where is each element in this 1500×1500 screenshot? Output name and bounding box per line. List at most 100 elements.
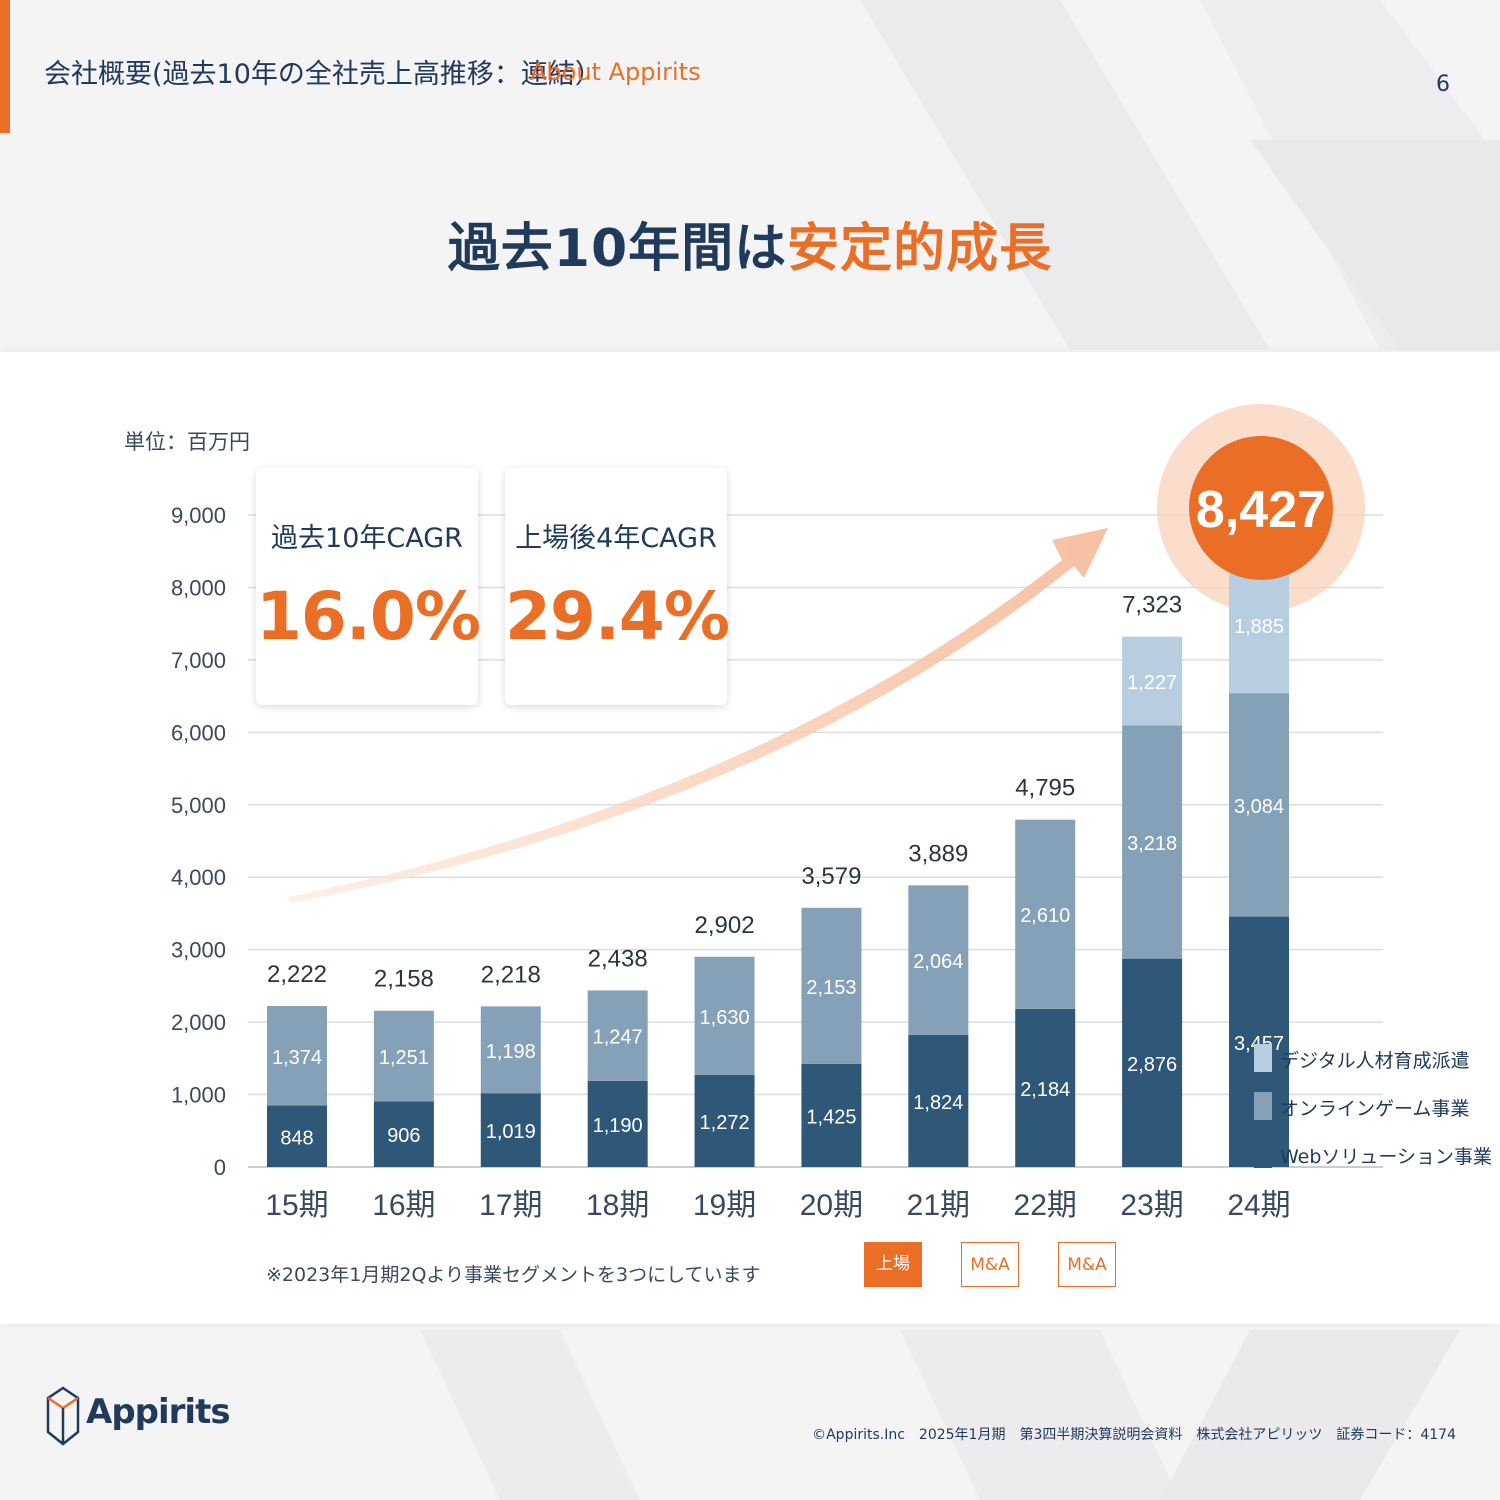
- tag-ma-23: M&A: [1058, 1242, 1116, 1287]
- headline: 過去10年間は安定的成長: [0, 206, 1500, 281]
- bar-segment: [1229, 916, 1289, 1167]
- bar-segment: [908, 1034, 969, 1167]
- total-label: 8,427: [1196, 481, 1326, 539]
- kpi-card-10yr-cagr: 過去10年CAGR 16.0%: [256, 468, 481, 705]
- total-label: 4,795: [1015, 775, 1075, 802]
- headline-part-2: 安定的成長: [787, 219, 1053, 279]
- y-tick-label: 3,000: [171, 938, 226, 963]
- total-label: 2,438: [588, 945, 648, 972]
- segment-value-label: 3,084: [1234, 796, 1284, 818]
- bar-segment: [1229, 693, 1289, 917]
- segment-value-label: 1,227: [1127, 672, 1177, 694]
- y-tick-label: 5,000: [171, 793, 226, 818]
- segment-note: ※2023年1月期2Qより事業セグメントを3つにしています: [266, 1264, 761, 1286]
- x-tick-label: 18期: [586, 1189, 649, 1222]
- legend-label: Webソリューション事業: [1280, 1146, 1493, 1168]
- segment-value-label: 906: [387, 1125, 420, 1147]
- header-accent-bar: [0, 0, 10, 133]
- bar-segment: [908, 885, 969, 1035]
- y-tick-label: 4,000: [171, 865, 226, 890]
- x-tick-label: 19期: [693, 1189, 756, 1222]
- x-tick-label: 15期: [265, 1189, 328, 1222]
- headline-part-1: 過去10年間は: [447, 219, 788, 279]
- bar-segment: [587, 1080, 648, 1167]
- total-label: 2,218: [481, 961, 541, 988]
- bar-segment: [1015, 819, 1076, 1009]
- bar-segment: [480, 1093, 541, 1167]
- bar-segment: [267, 1006, 327, 1106]
- y-tick-label: 1,000: [171, 1083, 226, 1108]
- segment-value-label: 1,198: [486, 1041, 536, 1063]
- segment-value-label: 1,630: [700, 1007, 750, 1029]
- segment-value-label: 1,824: [913, 1092, 963, 1114]
- page-number: 6: [1436, 72, 1450, 97]
- total-label: 7,323: [1122, 592, 1182, 619]
- bar-segment: [267, 1105, 327, 1167]
- x-tick-label: 21期: [907, 1189, 970, 1222]
- segment-value-label: 1,374: [272, 1047, 322, 1069]
- bar-segment: [1122, 725, 1183, 959]
- bar-segment: [587, 990, 648, 1081]
- header-subtitle: About Appirits: [530, 58, 701, 86]
- kpi-value: 16.0%: [256, 578, 481, 655]
- header-title: 会社概要(過去10年の全社売上高推移：連結）: [44, 59, 602, 90]
- segment-value-label: 1,272: [700, 1112, 750, 1134]
- bar-segment: [694, 1074, 755, 1167]
- total-label: 3,889: [908, 840, 968, 867]
- total-label: 3,579: [801, 863, 861, 890]
- bar-segment: [1122, 636, 1183, 726]
- unit-label: 単位：百万円: [124, 430, 250, 454]
- y-tick-label: 0: [214, 1155, 226, 1180]
- x-tick-label: 22期: [1014, 1189, 1077, 1222]
- footer-text: ©Appirits.Inc 2025年1月期 第3四半期決算説明会資料 株式会社…: [812, 1427, 1456, 1443]
- bar-segment: [1122, 958, 1183, 1167]
- total-label: 2,158: [374, 966, 434, 993]
- y-tick-label: 2,000: [171, 1010, 226, 1035]
- segment-value-label: 848: [280, 1127, 313, 1149]
- kpi-card-post-ipo-cagr: 上場後4年CAGR 29.4%: [505, 468, 730, 705]
- logo-text: Appirits: [86, 1392, 231, 1432]
- total-label: 2,222: [267, 961, 327, 988]
- bar-segment: [373, 1101, 434, 1167]
- segment-value-label: 3,218: [1127, 833, 1177, 855]
- legend-swatch: [1254, 1092, 1272, 1120]
- segment-value-label: 1,190: [593, 1115, 643, 1137]
- y-tick-label: 9,000: [171, 503, 226, 528]
- kpi-value: 29.4%: [505, 578, 730, 655]
- segment-value-label: 1,885: [1234, 616, 1284, 638]
- legend-label: デジタル人材育成派遣: [1280, 1050, 1470, 1072]
- x-tick-label: 17期: [479, 1189, 542, 1222]
- y-tick-label: 7,000: [171, 648, 226, 673]
- segment-value-label: 1,019: [486, 1121, 536, 1143]
- y-tick-label: 8,000: [171, 575, 226, 600]
- bar-segment: [1015, 1008, 1076, 1167]
- x-tick-label: 24期: [1227, 1189, 1290, 1222]
- total-label: 2,902: [695, 912, 755, 939]
- segment-value-label: 1,251: [379, 1047, 429, 1069]
- total-highlight-circle: [1189, 436, 1333, 580]
- x-tick-label: 20期: [800, 1189, 863, 1222]
- segment-value-label: 1,247: [593, 1027, 643, 1049]
- segment-value-label: 2,876: [1127, 1054, 1177, 1076]
- legend-label: オンラインゲーム事業: [1280, 1098, 1470, 1120]
- legend-swatch: [1254, 1044, 1272, 1072]
- segment-value-label: 2,064: [913, 951, 963, 973]
- segment-value-label: 1,425: [806, 1106, 856, 1128]
- segment-value-label: 2,610: [1020, 905, 1070, 927]
- bar-segment: [480, 1006, 541, 1094]
- bar-segment: [801, 907, 862, 1064]
- x-tick-label: 23期: [1120, 1189, 1183, 1222]
- bar-segment: [373, 1010, 434, 1102]
- tag-ma-22: M&A: [961, 1242, 1019, 1287]
- kpi-label: 過去10年CAGR: [271, 523, 463, 554]
- tag-listing: 上場: [864, 1242, 922, 1287]
- bar-segment: [801, 1063, 862, 1167]
- segment-value-label: 2,153: [806, 977, 856, 999]
- kpi-label: 上場後4年CAGR: [515, 523, 717, 554]
- y-tick-label: 6,000: [171, 720, 226, 745]
- x-tick-label: 16期: [372, 1189, 435, 1222]
- bar-segment: [694, 956, 755, 1075]
- legend-swatch: [1254, 1140, 1272, 1168]
